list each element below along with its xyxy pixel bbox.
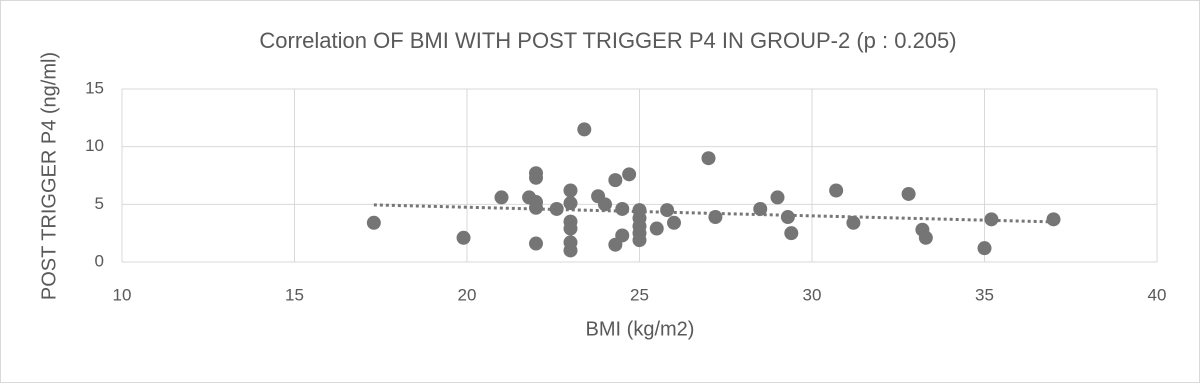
- point: [563, 243, 578, 258]
- point: [598, 197, 612, 212]
- x-tick-label: 40: [1148, 285, 1167, 304]
- y-tick-label: 0: [95, 251, 104, 270]
- point: [529, 236, 543, 251]
- x-tick-label: 20: [458, 285, 477, 304]
- chart-title: Correlation OF BMI WITH POST TRIGGER P4 …: [259, 28, 956, 53]
- y-tick-label: 5: [95, 194, 104, 213]
- x-tick-label: 15: [285, 285, 304, 304]
- y-tick-label: 15: [85, 78, 104, 97]
- point: [660, 203, 675, 218]
- point: [918, 230, 933, 245]
- x-tick-label: 10: [113, 285, 132, 304]
- point: [615, 201, 630, 216]
- point: [708, 210, 723, 225]
- point: [977, 241, 992, 256]
- point: [622, 167, 637, 182]
- point: [770, 190, 785, 205]
- point: [901, 186, 916, 201]
- x-axis-label: BMI (kg/m2): [586, 318, 695, 340]
- point: [1046, 212, 1061, 227]
- point: [563, 183, 578, 198]
- point: [846, 215, 861, 230]
- point: [753, 201, 768, 216]
- x-tick-label: 35: [975, 285, 994, 304]
- point: [456, 230, 471, 245]
- x-tick-label: 25: [630, 285, 649, 304]
- point: [780, 210, 795, 225]
- point: [649, 221, 664, 236]
- point: [563, 196, 578, 211]
- point: [529, 200, 543, 215]
- point: [632, 233, 647, 248]
- point: [829, 183, 844, 198]
- y-axis-label: POST TRIGGER P4 (ng/ml): [38, 52, 60, 300]
- x-tick-label: 30: [803, 285, 822, 304]
- point: [667, 215, 681, 230]
- point: [701, 151, 716, 166]
- point: [549, 201, 564, 216]
- point: [494, 190, 509, 205]
- point: [577, 122, 592, 137]
- y-tick-label: 10: [85, 136, 104, 155]
- point: [615, 228, 630, 243]
- point: [563, 221, 578, 236]
- point: [608, 173, 623, 188]
- trendline: [373, 203, 1054, 224]
- point: [984, 212, 999, 227]
- point: [366, 215, 381, 230]
- point: [529, 170, 543, 185]
- point: [784, 226, 799, 241]
